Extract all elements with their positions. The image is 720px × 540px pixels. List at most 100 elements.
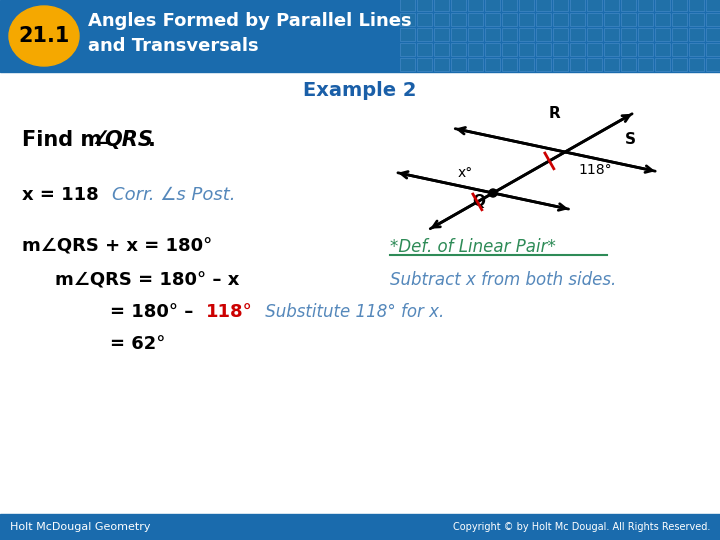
Text: Find m: Find m <box>22 130 102 150</box>
Bar <box>621 43 636 56</box>
Bar <box>587 58 602 71</box>
Bar <box>451 28 466 41</box>
Text: QRS: QRS <box>104 130 153 150</box>
Text: = 62°: = 62° <box>110 335 166 353</box>
Bar <box>485 58 500 71</box>
Bar <box>672 28 687 41</box>
Bar <box>417 13 432 26</box>
Bar <box>553 43 568 56</box>
Bar <box>417 28 432 41</box>
Bar <box>587 28 602 41</box>
Bar <box>587 0 602 11</box>
Bar <box>672 0 687 11</box>
Bar <box>570 28 585 41</box>
Text: m∠QRS + x = 180°: m∠QRS + x = 180° <box>22 238 212 256</box>
Bar <box>553 58 568 71</box>
Bar <box>553 0 568 11</box>
Ellipse shape <box>9 6 79 66</box>
Text: .: . <box>148 130 156 150</box>
Bar <box>502 58 517 71</box>
Text: 118°: 118° <box>206 303 253 321</box>
Bar <box>672 58 687 71</box>
Bar <box>706 58 720 71</box>
Bar <box>519 13 534 26</box>
Bar <box>672 13 687 26</box>
Text: ∠: ∠ <box>93 129 110 147</box>
Bar <box>621 13 636 26</box>
Bar <box>536 58 551 71</box>
Bar <box>434 43 449 56</box>
Text: = 180° –: = 180° – <box>110 303 199 321</box>
Bar <box>434 28 449 41</box>
Bar <box>400 13 415 26</box>
Text: and Transversals: and Transversals <box>88 37 258 55</box>
Bar <box>485 13 500 26</box>
Bar <box>502 0 517 11</box>
Bar <box>536 0 551 11</box>
Bar <box>400 28 415 41</box>
Bar <box>519 28 534 41</box>
Bar <box>655 58 670 71</box>
Bar <box>417 0 432 11</box>
Text: R: R <box>549 106 561 122</box>
Bar <box>519 43 534 56</box>
Bar <box>570 58 585 71</box>
Text: Copyright © by Holt Mc Dougal. All Rights Reserved.: Copyright © by Holt Mc Dougal. All Right… <box>453 522 710 532</box>
Text: Substitute 118° for x.: Substitute 118° for x. <box>260 303 444 321</box>
Bar <box>706 43 720 56</box>
Bar <box>621 28 636 41</box>
Text: Corr. ∠s Post.: Corr. ∠s Post. <box>112 186 235 204</box>
Bar <box>400 0 415 11</box>
Bar <box>536 43 551 56</box>
Circle shape <box>489 189 497 197</box>
Bar <box>468 28 483 41</box>
Bar <box>706 28 720 41</box>
Bar <box>621 0 636 11</box>
Text: 118°: 118° <box>578 163 612 177</box>
Text: x°: x° <box>457 166 472 180</box>
Bar <box>502 13 517 26</box>
Bar <box>706 0 720 11</box>
Bar <box>638 13 653 26</box>
Bar <box>519 58 534 71</box>
Bar <box>485 43 500 56</box>
Bar <box>553 13 568 26</box>
Bar <box>400 58 415 71</box>
Text: Angles Formed by Parallel Lines: Angles Formed by Parallel Lines <box>88 12 412 30</box>
Bar <box>689 28 704 41</box>
Bar <box>604 58 619 71</box>
Bar <box>604 13 619 26</box>
Text: Holt McDougal Geometry: Holt McDougal Geometry <box>10 522 150 532</box>
Bar <box>0 514 720 540</box>
Bar <box>468 0 483 11</box>
Bar <box>587 43 602 56</box>
Bar <box>706 13 720 26</box>
Bar <box>604 28 619 41</box>
Bar <box>519 0 534 11</box>
Bar <box>451 13 466 26</box>
Bar <box>689 43 704 56</box>
Bar <box>689 0 704 11</box>
Bar <box>400 43 415 56</box>
Bar <box>638 0 653 11</box>
Bar <box>655 13 670 26</box>
Bar <box>553 28 568 41</box>
Bar <box>485 28 500 41</box>
Text: Subtract x from both sides.: Subtract x from both sides. <box>390 271 616 289</box>
Bar <box>485 0 500 11</box>
Bar <box>502 43 517 56</box>
Bar <box>621 58 636 71</box>
Bar <box>672 43 687 56</box>
Bar <box>434 58 449 71</box>
Bar <box>638 58 653 71</box>
Bar <box>451 43 466 56</box>
Bar <box>536 28 551 41</box>
Bar <box>587 13 602 26</box>
Text: S: S <box>624 132 636 147</box>
Text: Q: Q <box>472 193 485 208</box>
Bar <box>655 43 670 56</box>
Bar <box>451 0 466 11</box>
Bar <box>655 28 670 41</box>
Bar <box>417 43 432 56</box>
Bar <box>570 0 585 11</box>
